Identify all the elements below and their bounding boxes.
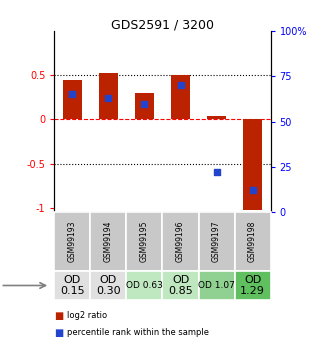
- Text: percentile rank within the sample: percentile rank within the sample: [67, 328, 209, 337]
- Text: GSM99196: GSM99196: [176, 221, 185, 262]
- Bar: [135, 93, 154, 119]
- Bar: [162, 212, 198, 271]
- Bar: [243, 119, 262, 209]
- Text: OD 0.63: OD 0.63: [126, 281, 163, 290]
- Bar: [99, 73, 118, 119]
- Text: ■: ■: [54, 310, 64, 321]
- Bar: [91, 212, 127, 271]
- Bar: [63, 80, 82, 119]
- Text: ■: ■: [54, 328, 64, 338]
- Bar: [127, 212, 162, 271]
- Point: [70, 92, 75, 97]
- Title: GDS2591 / 3200: GDS2591 / 3200: [111, 18, 214, 31]
- Bar: [198, 212, 234, 271]
- Text: OD
0.85: OD 0.85: [168, 275, 193, 296]
- Point: [142, 101, 147, 106]
- Text: OD 1.07: OD 1.07: [198, 281, 235, 290]
- Bar: [171, 75, 190, 119]
- Point: [250, 188, 255, 193]
- Bar: [234, 212, 271, 271]
- Bar: [127, 271, 162, 300]
- Text: OD
1.29: OD 1.29: [240, 275, 265, 296]
- Bar: [234, 271, 271, 300]
- Text: GSM99194: GSM99194: [104, 221, 113, 262]
- Bar: [207, 116, 226, 119]
- Text: OD
0.30: OD 0.30: [96, 275, 121, 296]
- Bar: [198, 271, 234, 300]
- Text: OD
0.15: OD 0.15: [60, 275, 85, 296]
- Text: log2 ratio: log2 ratio: [67, 310, 107, 319]
- Text: GSM99197: GSM99197: [212, 221, 221, 262]
- Bar: [54, 271, 91, 300]
- Bar: [91, 271, 127, 300]
- Text: GSM99193: GSM99193: [68, 221, 77, 262]
- Bar: [54, 212, 91, 271]
- Point: [178, 82, 183, 88]
- Text: GSM99195: GSM99195: [140, 221, 149, 262]
- Text: GSM99198: GSM99198: [248, 221, 257, 262]
- Bar: [162, 271, 198, 300]
- Point: [106, 95, 111, 101]
- Point: [214, 169, 219, 175]
